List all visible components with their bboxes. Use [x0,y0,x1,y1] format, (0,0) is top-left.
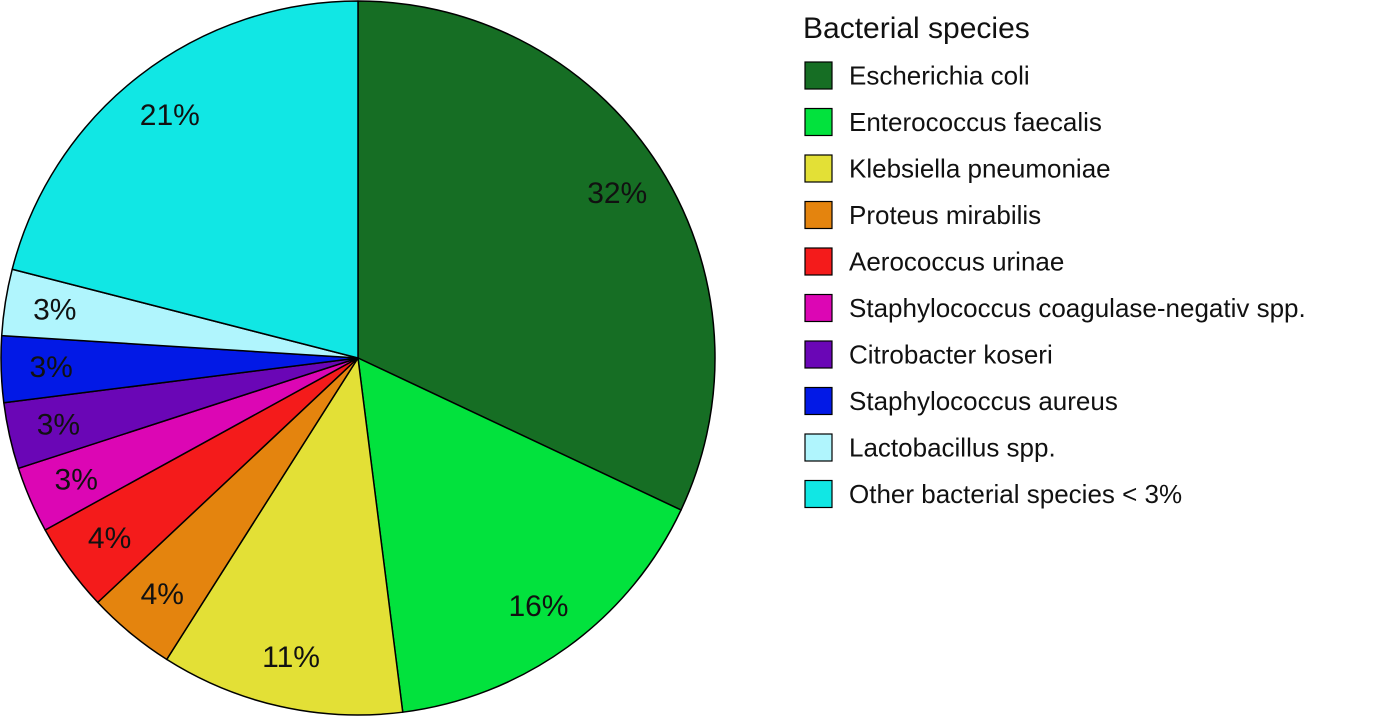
legend-label-6: Citrobacter koseri [849,340,1053,370]
legend-swatch-8 [804,433,833,462]
legend-label-7: Staphylococcus aureus [849,386,1118,416]
legend-label-9: Other bacterial species < 3% [849,479,1182,509]
pie-slice-label-6: 3% [37,408,80,441]
pie-slice-label-2: 11% [262,641,320,674]
legend-label-3: Proteus mirabilis [849,200,1041,230]
pie-slice-label-8: 3% [33,293,76,326]
pie-slice-label-3: 4% [141,578,184,611]
legend-swatch-6 [804,340,833,369]
pie-slice-label-0: 32% [587,177,647,210]
pie-slice-9 [11,0,359,359]
legend-swatch-4 [804,247,833,276]
legend-swatch-0 [804,61,833,90]
pie-slice-2 [165,357,404,716]
legend-swatch-9 [804,479,833,509]
pie-slice-label-7: 3% [29,351,72,384]
pie-slice-label-4: 4% [88,522,131,555]
pie-slice-label-1: 16% [508,590,568,623]
pie-slice-labels: 32% 16% 11% 4% 4% 3% 3% 3% 3% 21% [29,99,647,674]
legend-label-0: Escherichia coli [849,61,1030,91]
legend-label-1: Enterococcus faecalis [849,107,1102,137]
pie-slice-label-9: 21% [140,99,200,132]
pie-slice-0 [357,0,716,511]
pie-slices [0,0,716,716]
legend-label-5: Staphylococcus coagulase-negativ spp. [849,293,1306,323]
pie-slice-1 [357,357,682,713]
legend-label-8: Lactobacillus spp. [849,433,1056,463]
legend-label-4: Aerococcus urinae [849,247,1064,277]
legend-swatch-2 [804,154,833,183]
legend-title: Bacterial species [803,12,1030,45]
legend-swatch-3 [804,200,833,230]
legend-label-2: Klebsiella pneumoniae [849,154,1111,184]
pie-slice-label-5: 3% [55,463,98,496]
legend-swatch-5 [804,293,833,323]
legend: Bacterial species Escherichia coli Entero… [803,12,1306,509]
legend-swatch-7 [804,386,833,416]
legend-swatch-1 [804,107,833,137]
